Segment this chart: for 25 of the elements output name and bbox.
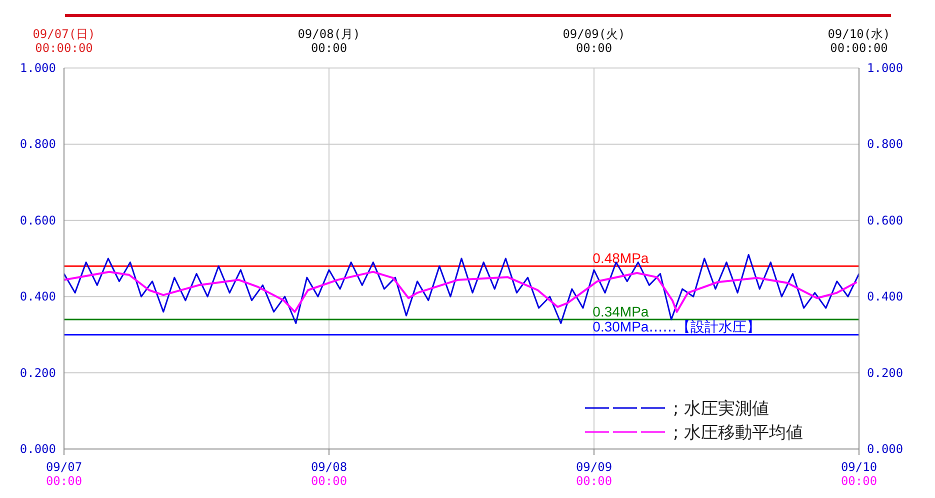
y2-tick-label: 0.800	[867, 137, 904, 152]
y-tick-label: 0.200	[20, 366, 56, 380]
x2-tick-label: 09/09(火) 00:00	[562, 27, 626, 55]
y-tick-label: 0.400	[20, 290, 56, 304]
ref-line-label: 0.48MPa	[592, 250, 649, 266]
y2-tick-label: 0.600	[867, 213, 904, 228]
legend-label: ; 水圧移動平均値	[673, 422, 804, 444]
x2-tick-label: 09/07(日) 00:00:00	[32, 27, 96, 55]
x-tick-label: 09/08 00:00	[310, 460, 348, 488]
x2-tick-label: 09/08(月) 00:00	[298, 27, 360, 55]
y2-tick-label: 1.000	[867, 61, 904, 75]
x2-tick-label: 09/10(水) 00:00:00	[828, 27, 890, 55]
y-tick-label: 0.600	[20, 213, 56, 228]
ref-line-label: 0.34MPa	[592, 303, 649, 320]
y2-tick-label: 0.400	[867, 290, 904, 304]
y2-tick-label: 0.200	[867, 366, 904, 380]
x-tick-label: 09/07 00:00	[46, 460, 82, 488]
x-tick-label: 09/09 00:00	[576, 460, 612, 488]
legend-label: ; 水圧実測値	[673, 398, 770, 420]
y-tick-label: 1.000	[20, 61, 56, 75]
y2-tick-label: 0.000	[867, 442, 904, 456]
y-tick-label: 0.800	[20, 137, 56, 152]
y-tick-label: 0.000	[20, 442, 56, 456]
x-tick-label: 09/10 00:00	[840, 460, 878, 488]
ref-line-label: 0.30MPa‥‥‥【設計水圧】	[592, 318, 761, 335]
